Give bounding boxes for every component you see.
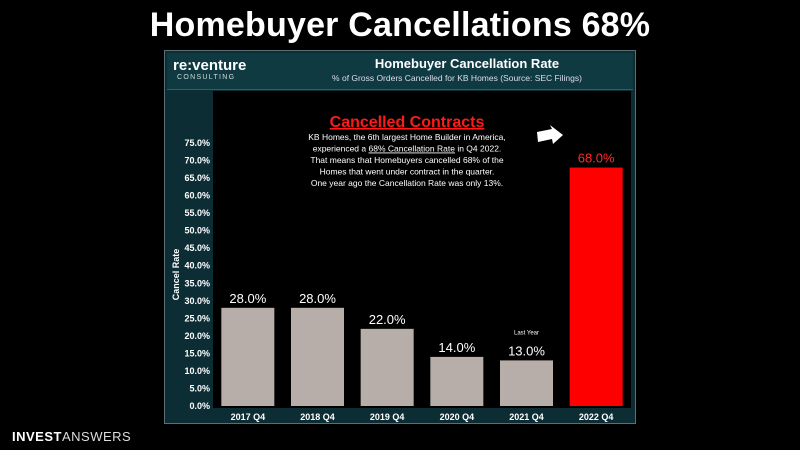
y-tick-label: 25.0% — [184, 313, 210, 323]
y-tick-label: 0.0% — [189, 401, 210, 411]
bar-value-label: 68.0% — [578, 151, 615, 166]
investanswers-logo: INVESTANSWERS — [12, 429, 131, 444]
chart-subtitle: % of Gross Orders Cancelled for KB Homes… — [332, 73, 582, 83]
annotation-span: 68% Cancellation Rate — [368, 144, 455, 154]
y-tick-label: 20.0% — [184, 331, 210, 341]
bar-note: Last Year — [514, 330, 539, 336]
x-tick-label: 2017 Q4 — [231, 412, 266, 422]
y-tick-label: 35.0% — [184, 278, 210, 288]
bar-2019-q4 — [360, 328, 414, 406]
bar-value-label: 13.0% — [508, 343, 545, 358]
chart-title: Homebuyer Cancellation Rate — [374, 56, 560, 71]
page-headline: Homebuyer Cancellations 68% — [149, 6, 651, 44]
logo-bold: INVEST — [12, 429, 62, 444]
logo-light: ANSWERS — [61, 429, 132, 444]
y-tick-label: 60.0% — [184, 191, 210, 201]
bar-2021-q4 — [500, 360, 553, 406]
annotation-span: experienced a — [313, 144, 369, 154]
x-tick-label: 2021 Q4 — [509, 412, 544, 422]
y-tick-label: 30.0% — [184, 296, 210, 306]
arrow-icon — [537, 125, 563, 144]
y-axis-label: Cancel Rate — [171, 249, 181, 301]
bar-value-label: 28.0% — [229, 291, 266, 306]
x-tick-label: 2020 Q4 — [440, 412, 475, 422]
bar-2018-q4 — [291, 307, 344, 406]
y-tick-label: 5.0% — [189, 383, 210, 393]
bar-value-label: 28.0% — [299, 291, 336, 306]
x-tick-label: 2022 Q4 — [579, 412, 614, 422]
y-tick-label: 70.0% — [184, 156, 210, 166]
bar-2020-q4 — [430, 356, 484, 406]
plot-area — [213, 91, 631, 408]
y-tick-label: 75.0% — [184, 138, 210, 148]
annotation-line: experienced a 68% Cancellation Rate in Q… — [313, 144, 502, 154]
annotation-line: One year ago the Cancellation Rate was o… — [311, 178, 503, 188]
y-tick-label: 50.0% — [184, 226, 210, 236]
y-tick-label: 65.0% — [184, 173, 210, 183]
bar-value-label: 22.0% — [369, 312, 406, 327]
bar-chart: 0.0% 5.0% 10.0% 15.0% 20.0% 25.0% 30.0% 35.0% 40… — [171, 91, 631, 422]
bar-2017-q4 — [221, 307, 275, 406]
annotation-line: KB Homes, the 6th largest Home Builder i… — [308, 132, 505, 142]
brand-name: re:venture — [173, 57, 247, 74]
chart-header: re:venture CONSULTING Homebuyer Cancella… — [167, 53, 633, 90]
y-tick-label: 10.0% — [184, 366, 210, 376]
y-tick-label: 55.0% — [184, 208, 210, 218]
x-tick-label: 2019 Q4 — [370, 412, 405, 422]
y-tick-label: 45.0% — [184, 243, 210, 253]
bar-value-label: 14.0% — [438, 340, 475, 355]
brand-logo: re:venture CONSULTING — [173, 57, 247, 82]
annotation-heading: Cancelled Contracts — [330, 114, 485, 131]
annotation-line: Homes that went under contract in the qu… — [320, 167, 495, 177]
bar-2022-q4 — [569, 167, 623, 406]
brand-subtitle: CONSULTING — [177, 74, 236, 81]
x-tick-label: 2018 Q4 — [300, 412, 335, 422]
y-tick-label: 15.0% — [184, 348, 210, 358]
annotation-line: That means that Homebuyers cancelled 68%… — [310, 155, 504, 165]
chart-panel: re:venture CONSULTING Homebuyer Cancella… — [164, 50, 636, 424]
annotation-span: in Q4 2022. — [455, 144, 501, 154]
y-tick-label: 40.0% — [184, 261, 210, 271]
